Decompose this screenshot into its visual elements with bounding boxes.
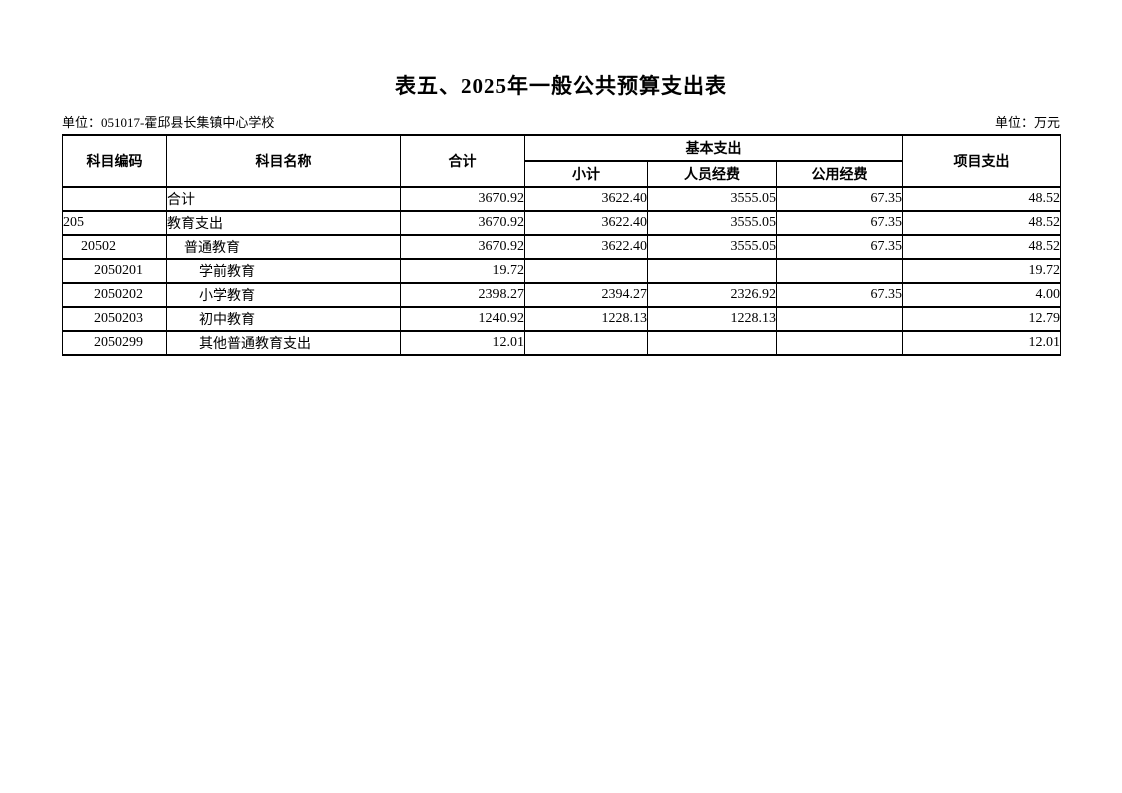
- total-cell: 2398.27: [400, 282, 525, 308]
- code-cell: [62, 186, 167, 212]
- personnel-cell: [647, 330, 777, 356]
- document-page: 表五、2025年一般公共预算支出表 单位：051017-霍邱县长集镇中心学校 单…: [62, 0, 1061, 356]
- project-cell: 48.52: [902, 186, 1061, 212]
- header-total: 合计: [400, 134, 525, 188]
- name-cell: 教育支出: [166, 210, 401, 236]
- personnel-cell: [647, 258, 777, 284]
- header-code: 科目编码: [62, 134, 167, 188]
- name-cell: 其他普通教育支出: [166, 330, 401, 356]
- table-row-2050203: 2050203 初中教育 1240.92 1228.13 1228.13 12.…: [62, 306, 1061, 332]
- total-cell: 19.72: [400, 258, 525, 284]
- public-cell: 67.35: [776, 234, 903, 260]
- public-cell: [776, 330, 903, 356]
- table-row-total: 合计 3670.92 3622.40 3555.05 67.35 48.52: [62, 186, 1061, 212]
- subtotal-cell: 3622.40: [524, 186, 648, 212]
- public-cell: 67.35: [776, 186, 903, 212]
- header-row-1: 科目编码 科目名称 合计 基本支出 项目支出: [62, 134, 1061, 188]
- header-basic-group: 基本支出: [524, 134, 903, 162]
- table-row-2050201: 2050201 学前教育 19.72 19.72: [62, 258, 1061, 284]
- subtotal-cell: [524, 258, 648, 284]
- name-cell: 小学教育: [166, 282, 401, 308]
- subtotal-cell: 2394.27: [524, 282, 648, 308]
- project-cell: 19.72: [902, 258, 1061, 284]
- unit-left-label: 单位：051017-霍邱县长集镇中心学校: [62, 115, 275, 130]
- public-cell: [776, 258, 903, 284]
- personnel-cell: 3555.05: [647, 186, 777, 212]
- header-name: 科目名称: [166, 134, 401, 188]
- total-cell: 3670.92: [400, 186, 525, 212]
- project-cell: 12.79: [902, 306, 1061, 332]
- total-cell: 12.01: [400, 330, 525, 356]
- header-personnel: 人员经费: [647, 160, 777, 188]
- personnel-cell: 2326.92: [647, 282, 777, 308]
- name-cell: 普通教育: [166, 234, 401, 260]
- header-public: 公用经费: [776, 160, 903, 188]
- unit-right-label: 单位：万元: [994, 115, 1060, 130]
- personnel-cell: 1228.13: [647, 306, 777, 332]
- page-title: 表五、2025年一般公共预算支出表: [395, 74, 727, 98]
- table-row-2050202: 2050202 小学教育 2398.27 2394.27 2326.92 67.…: [62, 282, 1061, 308]
- name-cell: 学前教育: [166, 258, 401, 284]
- code-cell: 205: [62, 210, 167, 236]
- public-cell: 67.35: [776, 282, 903, 308]
- budget-expenditure-table: 科目编码 科目名称 合计 基本支出 项目支出 小计 人员经费 公用经费 合计 3…: [62, 134, 1061, 356]
- public-cell: 67.35: [776, 210, 903, 236]
- subtotal-cell: 3622.40: [524, 234, 648, 260]
- table-row-2050299: 2050299 其他普通教育支出 12.01 12.01: [62, 330, 1061, 356]
- header-basic-subtotal: 小计: [524, 160, 648, 188]
- code-cell: 2050201: [62, 258, 167, 284]
- project-cell: 48.52: [902, 234, 1061, 260]
- name-cell: 初中教育: [166, 306, 401, 332]
- code-cell: 2050202: [62, 282, 167, 308]
- personnel-cell: 3555.05: [647, 210, 777, 236]
- header-row-2: 小计 人员经费 公用经费: [63, 160, 1061, 188]
- header-project: 项目支出: [902, 134, 1061, 188]
- code-cell: 20502: [62, 234, 167, 260]
- project-cell: 12.01: [902, 330, 1061, 356]
- subtotal-cell: 3622.40: [524, 210, 648, 236]
- personnel-cell: 3555.05: [647, 234, 777, 260]
- code-cell: 2050299: [62, 330, 167, 356]
- subtotal-cell: [524, 330, 648, 356]
- name-cell: 合计: [166, 186, 401, 212]
- total-cell: 1240.92: [400, 306, 525, 332]
- table-row-20502: 20502 普通教育 3670.92 3622.40 3555.05 67.35…: [62, 234, 1061, 260]
- table-row-205: 205 教育支出 3670.92 3622.40 3555.05 67.35 4…: [62, 210, 1061, 236]
- public-cell: [776, 306, 903, 332]
- unit-line: 单位：051017-霍邱县长集镇中心学校 单位：万元: [62, 112, 1060, 131]
- total-cell: 3670.92: [400, 234, 525, 260]
- project-cell: 4.00: [902, 282, 1061, 308]
- subtotal-cell: 1228.13: [524, 306, 648, 332]
- code-cell: 2050203: [62, 306, 167, 332]
- total-cell: 3670.92: [400, 210, 525, 236]
- project-cell: 48.52: [902, 210, 1061, 236]
